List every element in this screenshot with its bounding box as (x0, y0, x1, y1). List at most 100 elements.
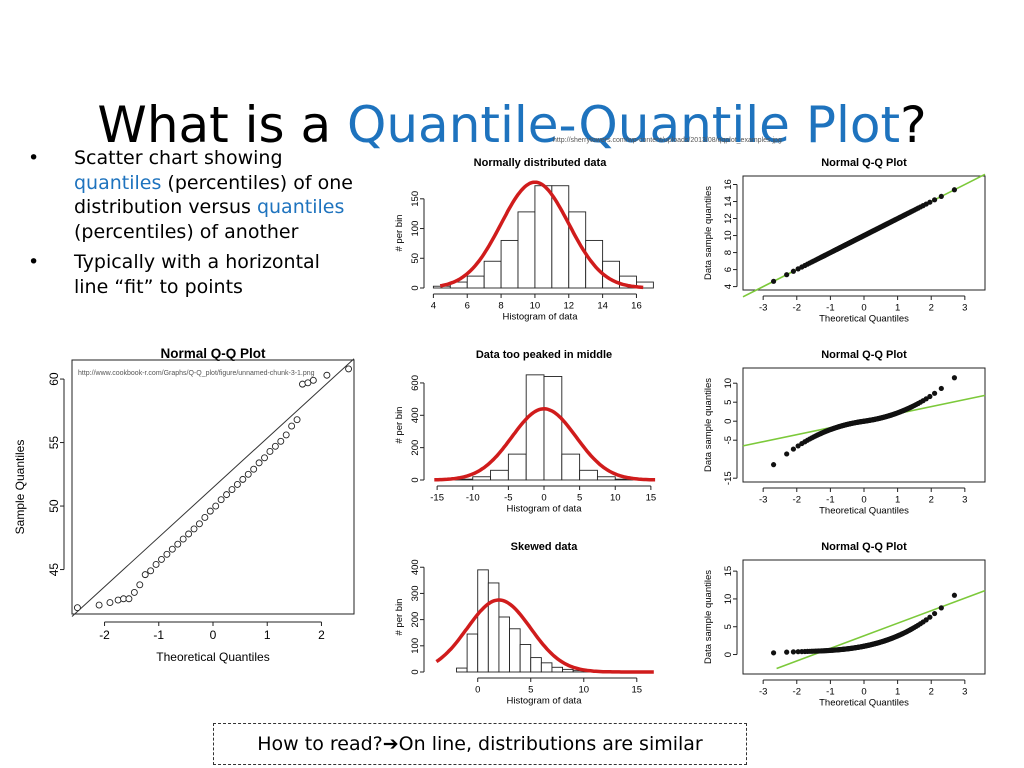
data-point (770, 462, 777, 468)
x-axis: -15 -10 -5 0 5 10 15 (430, 485, 656, 504)
data-point (923, 617, 929, 623)
x-tick-label: -5 (504, 493, 512, 504)
data-point (931, 197, 938, 203)
histogram-bar (456, 667, 468, 673)
data-point (938, 385, 944, 392)
data-point (795, 649, 801, 655)
histogram-bar (483, 260, 502, 289)
y-tick-label: 50 (47, 499, 61, 513)
note-lead: How to read? (257, 733, 383, 755)
histogram-bar (596, 476, 616, 481)
data-point (206, 507, 214, 515)
histogram-bars (456, 569, 606, 673)
data-point (212, 502, 220, 510)
data-point (931, 610, 938, 617)
chart-title: Normal Q-Q Plot (821, 157, 907, 169)
data-point (244, 470, 252, 478)
y-tick-label: -5 (723, 436, 734, 444)
x-tick-label: -2 (793, 303, 801, 314)
data-point (190, 525, 198, 533)
y-tick-label: 5 (723, 624, 734, 629)
x-tick-label: -3 (759, 687, 767, 698)
y-tick-label: 60 (47, 372, 61, 386)
y-axis-title: # per bin (394, 599, 405, 636)
x-axis-title: Histogram of data (503, 312, 579, 323)
x-tick-label: -1 (826, 495, 834, 506)
data-point (255, 459, 263, 467)
y-axis-title: # per bin (394, 215, 405, 252)
x-tick-label: 6 (465, 301, 470, 312)
data-point (106, 599, 114, 607)
y-axis-title: Data sample quantiles (703, 186, 714, 280)
x-tick-label: 0 (475, 685, 480, 696)
chart-title: Normal Q-Q Plot (821, 541, 907, 553)
x-tick-label: 0 (861, 687, 866, 698)
data-point (927, 393, 933, 400)
bullet-marker: • (28, 147, 40, 169)
data-point (951, 375, 958, 381)
x-tick-label: -2 (793, 687, 801, 698)
data-point (784, 649, 790, 655)
y-axis-title: Data sample quantiles (703, 378, 714, 472)
y-tick-label: 10 (723, 594, 734, 605)
x-axis-title: Histogram of data (507, 696, 583, 707)
data-point (174, 540, 182, 548)
y-tick-label: 4 (723, 284, 734, 289)
x-tick-label: 2 (318, 628, 325, 642)
source-url-left[interactable]: http://www.cookbook-r.com/Graphs/Q-Q_plo… (78, 370, 315, 377)
source-url-top[interactable]: http://sherrytowers.com/wp-content/uploa… (553, 137, 782, 144)
data-point (130, 588, 138, 596)
data-point (770, 650, 777, 656)
title-accent: Quantile-Quantile Plot (347, 95, 901, 154)
x-axis: -3 -2 -1 0 1 2 3 (759, 295, 967, 314)
histogram-bar (534, 185, 553, 289)
reference-line (776, 589, 986, 670)
x-tick-label: 15 (632, 685, 643, 696)
histogram-bar (517, 211, 536, 289)
data-point (95, 601, 103, 609)
bullet-list: • Scatter chart showing quantiles (percen… (28, 146, 358, 305)
histogram-bar (509, 628, 521, 673)
y-axis-title: Sample Quantiles (13, 440, 27, 535)
data-point (185, 530, 193, 538)
x-axis-title: Histogram of data (507, 504, 583, 515)
histogram-bar (466, 633, 479, 673)
histogram-bar (525, 374, 545, 481)
y-tick-label: 12 (723, 213, 734, 224)
keyword-quantiles: quantiles (74, 171, 162, 194)
data-point (345, 365, 353, 373)
histogram-bar (519, 644, 532, 673)
chart-title: Normally distributed data (474, 157, 608, 169)
data-point (784, 451, 790, 457)
x-tick-label: 10 (610, 493, 621, 504)
histogram-bar (561, 453, 581, 481)
note-rest: On line, distributions are similar (398, 733, 703, 755)
y-tick-label: 8 (723, 250, 734, 255)
x-tick-label: 0 (541, 493, 546, 504)
qq-skewed: Normal Q-Q Plot -3 -2 -1 0 1 2 3 Theoretical Qua… (703, 541, 986, 709)
y-axis: 0 100 200 300 400 (410, 559, 425, 675)
data-point (931, 390, 938, 396)
reference-line (71, 358, 355, 617)
data-point (158, 555, 165, 563)
plot-frame (742, 559, 986, 675)
qq-points (770, 592, 958, 656)
slide-title: What is a Quantile-Quantile Plot? (97, 95, 927, 154)
histogram-bar (543, 376, 563, 481)
y-tick-label: 400 (410, 407, 421, 423)
x-tick-label: 10 (578, 685, 589, 696)
x-axis: -2 -1 0 1 2 (99, 621, 325, 642)
y-tick-label: 10 (723, 230, 734, 241)
left-qq-chart: Normal Q-Q Plot -2 -1 0 1 2 Theoretical Quanti… (13, 346, 355, 664)
data-point (784, 272, 790, 278)
chart-title: Data too peaked in middle (476, 349, 612, 361)
data-point (233, 481, 241, 488)
x-tick-label: 14 (597, 301, 608, 312)
keyword-quantiles: quantiles (256, 196, 345, 218)
y-tick-label: 0 (410, 669, 421, 674)
y-tick-label: 55 (47, 436, 61, 450)
x-tick-label: 5 (577, 493, 582, 504)
data-point (309, 376, 317, 384)
histogram-bar (472, 476, 492, 481)
data-point (141, 571, 149, 579)
